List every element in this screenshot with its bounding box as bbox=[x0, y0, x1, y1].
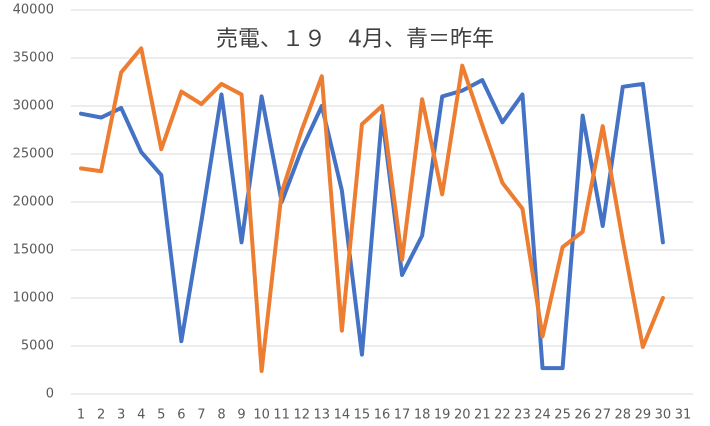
x-tick-label: 4 bbox=[137, 408, 145, 423]
x-tick-label: 26 bbox=[574, 408, 591, 423]
y-tick-label: 40000 bbox=[13, 3, 54, 18]
y-tick-label: 20000 bbox=[13, 195, 54, 210]
y-tick-label: 15000 bbox=[13, 243, 54, 258]
x-tick-label: 31 bbox=[675, 408, 692, 423]
x-tick-label: 5 bbox=[157, 408, 165, 423]
x-tick-label: 29 bbox=[635, 408, 652, 423]
x-tick-label: 17 bbox=[394, 408, 411, 423]
x-tick-label: 23 bbox=[514, 408, 531, 423]
x-tick-label: 24 bbox=[534, 408, 551, 423]
x-tick-label: 19 bbox=[434, 408, 451, 423]
x-tick-label: 13 bbox=[314, 408, 331, 423]
x-tick-label: 12 bbox=[293, 408, 310, 423]
x-tick-label: 9 bbox=[237, 408, 245, 423]
x-tick-label: 27 bbox=[594, 408, 611, 423]
x-tick-label: 11 bbox=[273, 408, 290, 423]
y-tick-label: 35000 bbox=[13, 51, 54, 66]
x-tick-label: 6 bbox=[177, 408, 185, 423]
x-tick-label: 28 bbox=[615, 408, 632, 423]
x-tick-label: 21 bbox=[474, 408, 491, 423]
x-tick-label: 15 bbox=[354, 408, 371, 423]
x-tick-label: 3 bbox=[117, 408, 125, 423]
x-tick-label: 25 bbox=[554, 408, 571, 423]
x-tick-label: 7 bbox=[197, 408, 205, 423]
x-tick-label: 16 bbox=[374, 408, 391, 423]
line-series bbox=[79, 46, 665, 373]
y-tick-label: 5000 bbox=[21, 339, 54, 354]
y-tick-label: 0 bbox=[46, 387, 54, 402]
x-tick-label: 14 bbox=[334, 408, 351, 423]
line-series bbox=[79, 78, 665, 371]
x-tick-label: 22 bbox=[494, 408, 511, 423]
x-tick-label: 8 bbox=[217, 408, 225, 423]
y-tick-label: 10000 bbox=[13, 291, 54, 306]
x-tick-label: 2 bbox=[97, 408, 105, 423]
x-tick-label: 1 bbox=[77, 408, 85, 423]
y-tick-label: 25000 bbox=[13, 147, 54, 162]
y-tick-label: 30000 bbox=[13, 99, 54, 114]
x-tick-label: 20 bbox=[454, 408, 471, 423]
chart-title: 売電、１９ 4月、青＝昨年 bbox=[216, 27, 494, 52]
x-tick-label: 30 bbox=[655, 408, 672, 423]
x-tick-label: 10 bbox=[253, 408, 270, 423]
x-tick-label: 18 bbox=[414, 408, 431, 423]
